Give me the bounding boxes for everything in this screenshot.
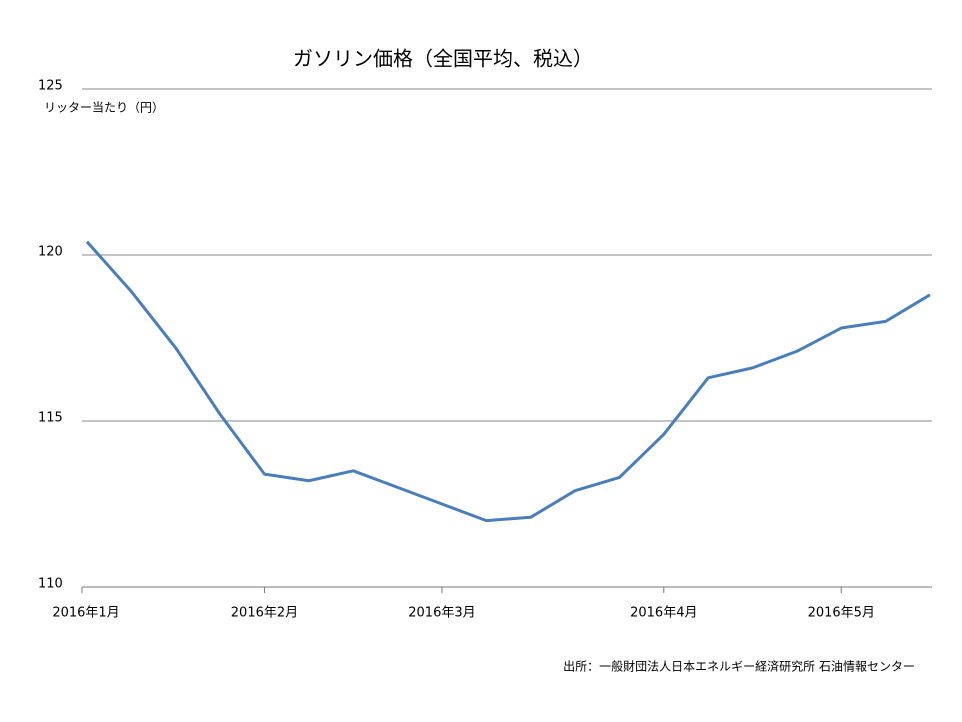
y-tick-label: 115	[38, 411, 63, 426]
y-tick-label: 120	[38, 245, 63, 260]
x-tick-label: 2016年2月	[231, 606, 298, 621]
x-tick-label: 2016年1月	[52, 606, 119, 621]
series-line	[85, 240, 931, 523]
y-axis-label: リッター当たり（円）	[44, 101, 164, 115]
x-tick-label: 2016年5月	[808, 606, 875, 621]
x-tick-label: 2016年3月	[408, 606, 475, 621]
x-tick-label: 2016年4月	[630, 606, 697, 621]
source-note: 出所：一般財団法人日本エネルギー経済研究所 石油情報センター	[563, 659, 915, 674]
y-tick-label: 110	[38, 577, 63, 592]
chart-title: ガソリン価格（全国平均、税込）	[293, 47, 593, 71]
y-tick-label: 125	[38, 79, 63, 94]
